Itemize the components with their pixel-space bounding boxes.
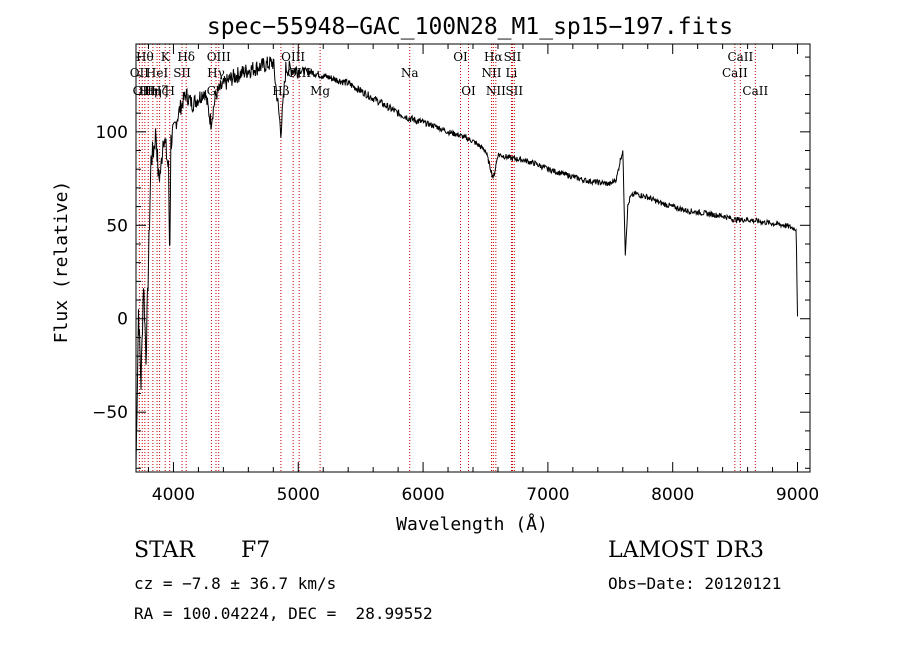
spectral-line-label: NII	[486, 84, 506, 98]
observation-date: Obs−Date: 20120121	[608, 574, 782, 593]
redshift-velocity: cz = −7.8 ± 36.7 km/s	[134, 574, 337, 593]
y-axis-label: Flux (relative)	[51, 181, 72, 344]
spectral-line-label: Hγ	[207, 66, 225, 80]
x-axis-ticks: 4000 5000 6000 7000 8000 9000	[147, 44, 819, 505]
spectral-line-label: OI	[461, 84, 476, 98]
spectral-line-label: Na	[401, 66, 419, 80]
spectral-line-label: OII	[130, 66, 150, 80]
y-tick-label: −50	[92, 403, 128, 423]
spectral-line-label: CaII	[722, 66, 748, 80]
spectral-line-label: H	[164, 84, 174, 98]
survey-name: LAMOST DR3	[608, 538, 764, 563]
x-tick-label: 6000	[401, 485, 444, 505]
spectrum-series-line	[135, 56, 798, 469]
y-tick-label: 50	[106, 216, 128, 236]
x-axis-label: Wavelength (Å)	[396, 513, 548, 535]
object-class: STAR	[134, 538, 195, 563]
spectral-line-label: Hα	[484, 50, 503, 64]
chart-title: spec−55948−GAC_100N28_M1_sp15−197.fits	[207, 14, 733, 40]
spectral-line-label: Hθ	[136, 50, 154, 64]
spectral-line-label: OIII	[207, 50, 231, 64]
x-tick-label: 7000	[526, 485, 569, 505]
spectral-line-label: OIII	[281, 50, 305, 64]
sky-coordinates: RA = 100.04224, DEC = 28.99552	[134, 604, 433, 623]
x-tick-label: 9000	[776, 485, 819, 505]
spectral-line-label: CaII	[727, 50, 753, 64]
y-axis-ticks: −50 0 50 100	[92, 56, 810, 469]
spectral-line-label: K	[161, 50, 171, 64]
spectral-line-markers	[138, 44, 756, 472]
spectral-line-label: SII	[505, 84, 523, 98]
spectral-line-label: Hζ	[151, 84, 168, 98]
spectral-line-label: OI	[453, 50, 468, 64]
spectral-line-label: Hη	[139, 84, 157, 98]
spectral-line-label: Mg	[310, 84, 330, 98]
object-subclass: F7	[241, 538, 271, 563]
spectral-line-label: Hη	[144, 84, 162, 98]
y-tick-label: 100	[96, 123, 128, 143]
spectral-line-label: Hβ	[272, 84, 289, 98]
spectral-line-label: HeI	[146, 66, 169, 80]
spectral-line-label: SII	[173, 66, 191, 80]
y-tick-label: 0	[117, 310, 128, 330]
spectral-line-label: SII	[504, 50, 522, 64]
spectral-line-label: NII	[481, 66, 501, 80]
x-tick-label: 4000	[152, 485, 195, 505]
x-tick-label: 8000	[651, 485, 694, 505]
spectral-line-label: Li	[506, 66, 518, 80]
spectral-line-label: Hδ	[177, 50, 195, 64]
x-tick-label: 5000	[277, 485, 320, 505]
spectral-line-label: G	[207, 84, 217, 98]
spectral-line-label: CaII	[742, 84, 768, 98]
